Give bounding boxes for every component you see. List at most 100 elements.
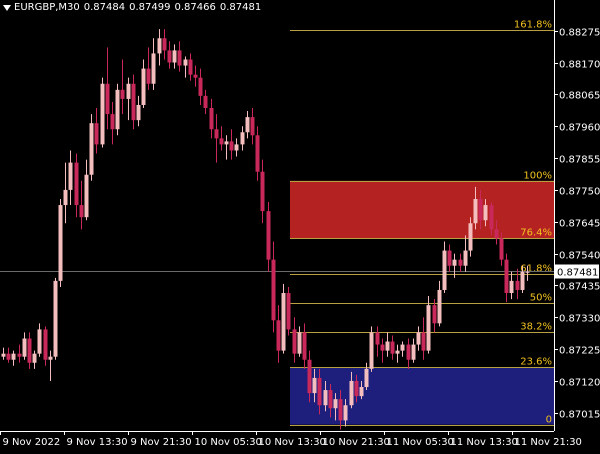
- candle: [276, 305, 281, 363]
- close-price: 0.87481: [219, 2, 262, 13]
- candle: [229, 129, 234, 160]
- candle: [302, 323, 307, 369]
- candle: [416, 326, 421, 351]
- candle: [172, 44, 177, 69]
- candle: [281, 283, 286, 354]
- candle: [343, 399, 348, 427]
- price-tick-label: 0.88065: [559, 91, 600, 102]
- price-tick-label: 0.87645: [559, 219, 600, 230]
- candle: [338, 390, 343, 430]
- high-price: 0.87499: [129, 2, 171, 13]
- current-price-label: 0.87481: [557, 268, 598, 279]
- candle: [323, 380, 328, 412]
- candle: [286, 286, 291, 336]
- candle: [447, 244, 452, 272]
- candle: [515, 268, 520, 300]
- candle: [177, 41, 182, 72]
- candle: [333, 393, 338, 421]
- candle: [473, 186, 478, 230]
- candle: [167, 41, 172, 69]
- candle: [162, 29, 167, 60]
- candle: [74, 153, 79, 218]
- candle: [266, 202, 271, 272]
- candle: [509, 271, 514, 300]
- fib-label: 50%: [530, 293, 552, 304]
- candle: [58, 198, 63, 287]
- candle: [525, 265, 530, 281]
- candle: [359, 380, 364, 400]
- candle: [504, 253, 509, 303]
- candle: [146, 47, 151, 90]
- candle: [17, 344, 22, 363]
- fibonacci-zones: [290, 180, 554, 425]
- candle: [11, 350, 16, 366]
- candle: [141, 59, 146, 109]
- price-tick-label: 0.87960: [559, 123, 600, 134]
- fib-label: 38.2%: [520, 322, 552, 333]
- candle: [421, 317, 426, 360]
- candle: [489, 202, 494, 236]
- candle: [307, 350, 312, 403]
- symbol-header: EURGBP,M30 0.87484 0.87499 0.87466 0.87481: [14, 2, 265, 13]
- candle: [364, 362, 369, 391]
- time-tick-label: 9 Nov 13:30: [67, 437, 128, 448]
- candle: [380, 338, 385, 363]
- fib-label: 76.4%: [520, 228, 552, 239]
- candle: [317, 368, 322, 415]
- time-tick-label: 11 Nov 13:30: [451, 437, 518, 448]
- candle: [385, 332, 390, 357]
- time-tick-label: 11 Nov 05:30: [387, 437, 454, 448]
- candle: [458, 253, 463, 272]
- price-tick-label: 0.88275: [559, 28, 600, 39]
- candle: [94, 108, 99, 154]
- candle: [463, 235, 468, 272]
- upper-zone: [290, 180, 554, 239]
- time-tick-label: 9 Nov 2022: [3, 437, 61, 448]
- fib-label: 100%: [523, 171, 552, 182]
- candle: [411, 338, 416, 363]
- candle: [89, 114, 94, 181]
- candle: [349, 371, 354, 409]
- price-tick-label: 0.87330: [559, 314, 600, 325]
- candle: [494, 220, 499, 245]
- candle: [43, 326, 48, 366]
- candle: [183, 56, 188, 78]
- candle: [369, 326, 374, 372]
- price-tick-label: 0.87120: [559, 378, 600, 389]
- candle: [219, 126, 224, 151]
- candle: [6, 347, 11, 363]
- price-tick-label: 0.87855: [559, 155, 600, 166]
- candle: [271, 241, 276, 333]
- candle: [234, 138, 239, 157]
- candle: [126, 77, 131, 121]
- candle: [193, 65, 198, 87]
- candle: [115, 83, 120, 136]
- price-tick-label: 0.88170: [559, 60, 600, 71]
- candle: [151, 38, 156, 90]
- candle: [240, 126, 245, 151]
- candle: [32, 350, 37, 369]
- fib-label: 61.8%: [520, 264, 552, 275]
- collapse-triangle-icon[interactable]: [3, 5, 11, 11]
- time-tick-label: 9 Nov 21:30: [131, 437, 192, 448]
- time-tick-label: 10 Nov 21:30: [323, 437, 390, 448]
- candle: [432, 299, 437, 333]
- candle: [68, 150, 73, 206]
- price-tick-label: 0.87540: [559, 251, 600, 262]
- candle: [84, 159, 89, 221]
- candle: [468, 217, 473, 257]
- candle: [131, 74, 136, 130]
- time-tick-label: 10 Nov 05:30: [195, 437, 262, 448]
- candle: [452, 253, 457, 278]
- lower-zone: [290, 367, 554, 425]
- candle: [100, 77, 105, 148]
- candle: [395, 344, 400, 363]
- candle: [255, 126, 260, 181]
- current-price-tag: [555, 264, 599, 279]
- candle: [426, 296, 431, 354]
- candle: [406, 338, 411, 369]
- candle: [22, 332, 27, 360]
